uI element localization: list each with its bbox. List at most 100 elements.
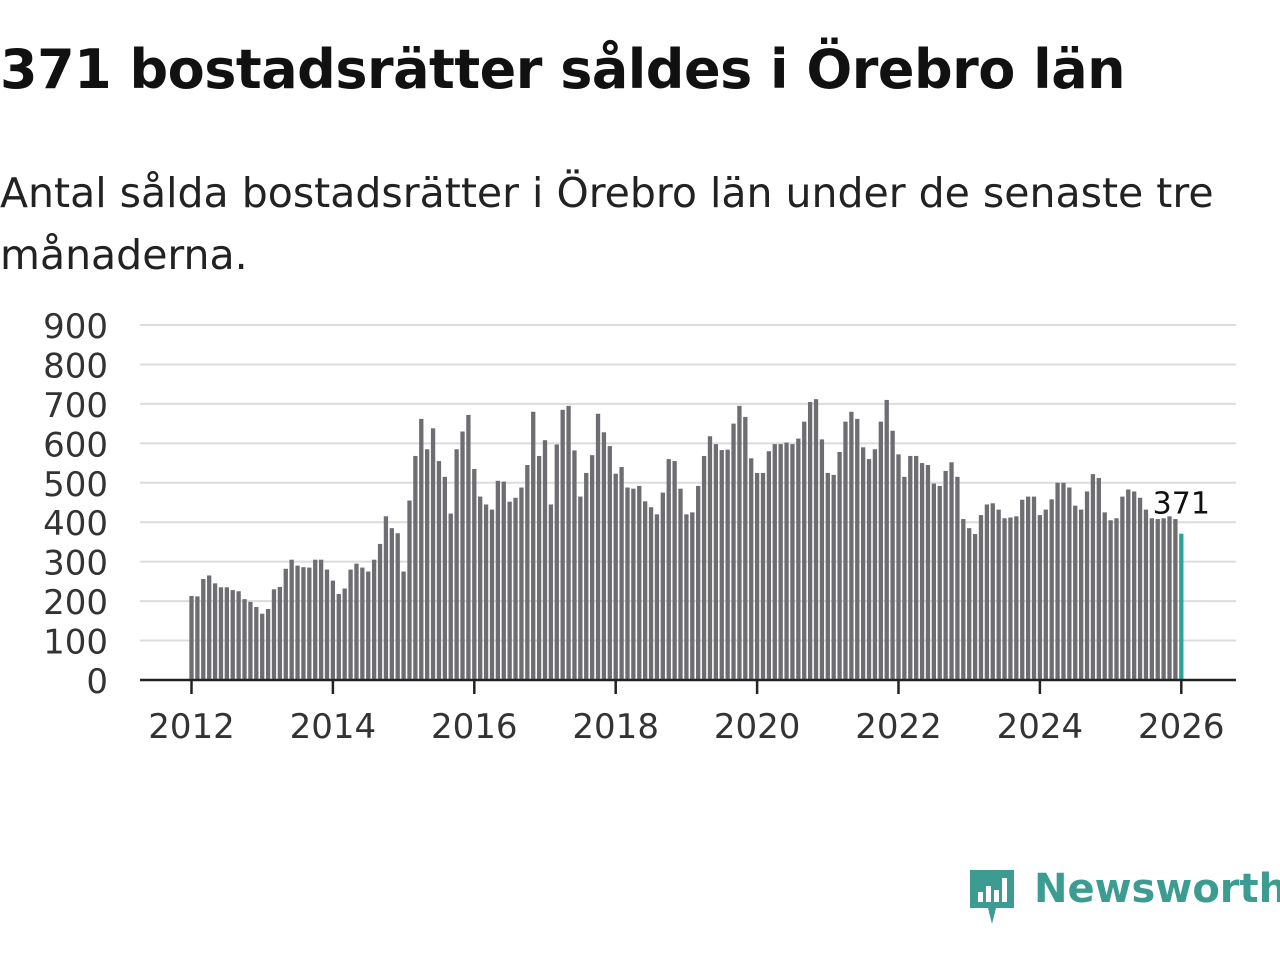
bar[interactable] [189,595,194,680]
bar[interactable] [230,590,235,680]
bar[interactable] [201,579,206,680]
bar[interactable] [478,496,483,680]
bar[interactable] [1126,489,1131,680]
bar[interactable] [330,580,336,680]
bar[interactable] [242,599,247,680]
bar[interactable] [460,431,465,681]
bar[interactable] [637,485,642,680]
bar[interactable] [472,468,477,680]
bar[interactable] [654,514,660,680]
bar[interactable] [813,399,819,680]
bar[interactable] [884,399,889,680]
bar[interactable] [248,601,253,680]
bar[interactable] [289,559,294,680]
bar[interactable] [866,459,872,680]
bar[interactable] [383,516,389,680]
bar[interactable] [318,559,324,680]
bar[interactable] [690,512,695,680]
bar[interactable] [1043,509,1048,680]
bar[interactable] [548,504,554,680]
bar[interactable] [631,488,636,680]
bar[interactable] [1037,515,1043,680]
bar[interactable] [236,591,241,680]
bar[interactable] [972,534,978,680]
bar[interactable] [377,543,383,680]
bar[interactable] [1114,518,1119,680]
bar[interactable] [666,459,671,680]
bar[interactable] [419,418,424,680]
bar[interactable] [342,588,347,680]
bar[interactable] [837,452,842,680]
bar[interactable] [195,596,200,680]
bar[interactable] [619,467,624,680]
bar[interactable] [701,455,707,680]
bar[interactable] [212,583,218,680]
bar[interactable] [395,533,400,680]
bar[interactable] [1155,519,1160,680]
bar[interactable] [961,519,966,680]
bar[interactable] [1120,496,1125,680]
bar[interactable] [560,409,565,680]
bar[interactable] [1067,487,1072,680]
bar[interactable] [483,504,489,680]
bar[interactable] [277,586,283,680]
bar[interactable] [943,470,948,680]
bar[interactable] [1020,499,1025,680]
bar[interactable] [454,449,459,680]
bar[interactable] [495,480,501,680]
bar[interactable] [254,607,259,680]
bar[interactable] [672,461,677,680]
bar[interactable] [354,563,359,680]
bar[interactable] [336,594,341,680]
bar[interactable] [919,463,925,680]
bar[interactable] [360,567,365,680]
bar[interactable] [531,411,536,680]
bar[interactable] [507,501,512,680]
bar-highlight[interactable] [1179,533,1184,680]
bar[interactable] [802,421,807,680]
bar[interactable] [660,492,665,680]
bar[interactable] [925,465,931,680]
bar[interactable] [589,455,595,680]
bar[interactable] [1078,509,1084,680]
bar[interactable] [283,568,288,680]
bar[interactable] [1132,491,1137,680]
bar[interactable] [489,509,495,680]
bar[interactable] [572,450,577,680]
bar[interactable] [301,567,306,680]
bar[interactable] [207,575,212,680]
bar[interactable] [1031,496,1037,680]
bar[interactable] [843,421,848,680]
bar[interactable] [566,405,571,680]
bar[interactable] [1084,491,1090,680]
bar[interactable] [601,432,607,680]
bar[interactable] [1025,496,1031,680]
bar[interactable] [902,476,907,680]
bar[interactable] [613,473,618,680]
bar[interactable] [937,485,942,680]
bar[interactable] [914,455,919,680]
bar[interactable] [1143,509,1149,680]
bar[interactable] [448,513,453,680]
bar[interactable] [525,465,530,680]
bar[interactable] [407,500,412,680]
bar[interactable] [1137,497,1143,680]
bar[interactable] [749,458,754,680]
bar[interactable] [996,509,1001,680]
bar[interactable] [772,444,777,680]
bar[interactable] [625,487,630,680]
bar[interactable] [807,401,813,680]
bar[interactable] [896,454,901,680]
bar[interactable] [967,528,972,680]
bar[interactable] [436,461,442,680]
bar[interactable] [819,439,825,680]
bar[interactable] [648,507,654,680]
bar[interactable] [684,514,689,680]
bar[interactable] [931,483,936,680]
bar[interactable] [295,565,300,680]
bar[interactable] [1073,505,1078,680]
bar[interactable] [825,472,830,680]
bar[interactable] [389,528,394,680]
bar[interactable] [1014,516,1019,680]
bar[interactable] [1002,518,1007,680]
